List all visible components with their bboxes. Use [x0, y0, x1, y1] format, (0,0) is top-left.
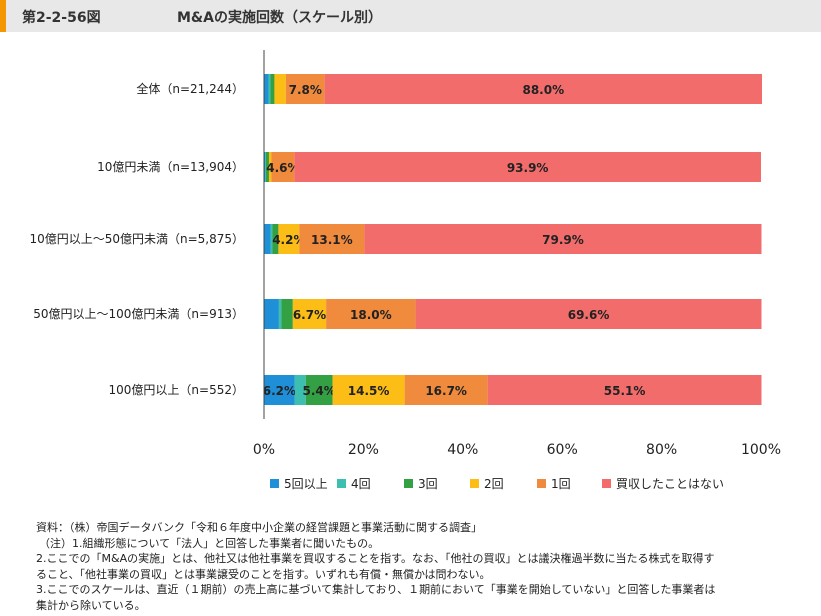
- bar-segment: [332, 375, 405, 405]
- note-line: 集計から除いている。: [36, 598, 146, 612]
- data-label: 6.2%: [263, 384, 296, 398]
- bar-segment: [270, 74, 275, 104]
- legend-label: 4回: [351, 477, 371, 491]
- data-label: 4.6%: [266, 161, 299, 175]
- bar-segment: [294, 152, 761, 182]
- x-tick-label: 100%: [741, 442, 781, 458]
- x-tick-label: 80%: [646, 442, 677, 458]
- bar-segment: [326, 299, 416, 329]
- legend-swatch: [270, 479, 279, 488]
- category-label: 100億円以上（n=552）: [109, 383, 244, 397]
- bar-segment: [292, 299, 327, 329]
- data-label: 93.9%: [507, 161, 549, 175]
- category-label: 全体（n=21,244）: [136, 81, 244, 96]
- bar-segment: [404, 375, 488, 405]
- data-label: 55.1%: [604, 384, 646, 398]
- legend-swatch: [470, 479, 479, 488]
- bar-segment: [305, 375, 333, 405]
- bar-segment: [264, 299, 279, 329]
- data-label: 13.1%: [311, 233, 353, 247]
- bar-segment: [487, 375, 762, 405]
- category-label: 10億円以上～50億円未満（n=5,875）: [29, 232, 244, 246]
- stacked-bar-chart: 全体（n=21,244） 7.8% 88.0% 10億円未満（n=13,904） 4.6…: [29, 50, 781, 491]
- note-line: ること、「他社事業の買収」とは事業譲受のことを指す。いずれも有償・無償かは問わな…: [36, 567, 491, 581]
- header-accent-bar: [0, 0, 6, 32]
- data-label: 4.2%: [272, 233, 305, 247]
- x-tick-label: 40%: [447, 442, 478, 458]
- bar-segment: [268, 152, 272, 182]
- data-label: 88.0%: [522, 83, 564, 97]
- legend-label: 5回以上: [284, 477, 328, 491]
- bar-segment: [278, 299, 282, 329]
- data-label: 6.7%: [293, 308, 326, 322]
- bar-segment: [299, 224, 365, 254]
- bar-segment: [268, 74, 271, 104]
- note-line: 資料：（株）帝国データバンク「令和６年度中小企業の経営課題と事業活動に関する調査…: [36, 521, 483, 534]
- data-label: 79.9%: [542, 233, 584, 247]
- legend-swatch: [337, 479, 346, 488]
- chart-area: 全体（n=21,244） 7.8% 88.0% 10億円未満（n=13,904） 4.6…: [0, 32, 821, 512]
- bar-segment: [264, 74, 269, 104]
- data-label: 69.6%: [568, 308, 610, 322]
- x-tick-label: 0%: [253, 442, 275, 458]
- legend-swatch: [537, 479, 546, 488]
- bar-segment: [281, 299, 293, 329]
- bar-segment: [264, 152, 266, 182]
- bar-segment: [264, 375, 295, 405]
- x-tick-label: 20%: [348, 442, 379, 458]
- category-label: 50億円以上～100億円未満（n=913）: [33, 307, 244, 321]
- data-label: 14.5%: [348, 384, 390, 398]
- bar-segment: [270, 224, 273, 254]
- legend-label: 買収したことはない: [616, 477, 724, 491]
- source-notes: 資料：（株）帝国データバンク「令和６年度中小企業の経営課題と事業活動に関する調査…: [36, 520, 806, 613]
- bar-segment: [324, 74, 762, 104]
- data-label: 7.8%: [289, 83, 322, 97]
- legend-label: 3回: [418, 477, 438, 491]
- bar-segment: [364, 224, 762, 254]
- note-line: 2.ここでの「M&Aの実施」とは、他社又は他社事業を買収することを指す。なお、「…: [36, 552, 715, 565]
- figure-title: M&Aの実施回数（スケール別）: [177, 10, 382, 26]
- bar-segment: [265, 152, 269, 182]
- legend-swatch: [404, 479, 413, 488]
- data-label: 16.7%: [425, 384, 467, 398]
- note-line: （注）1.組織形態について「法人」と回答した事業者に聞いたもの。: [39, 536, 380, 550]
- legend-label: 1回: [551, 477, 571, 491]
- figure-header: 第2-2-56図 M&Aの実施回数（スケール別）: [0, 0, 821, 32]
- bar-segment: [285, 74, 325, 104]
- bar-segment: [274, 74, 286, 104]
- bar-segment: [272, 224, 279, 254]
- data-label: 18.0%: [350, 308, 392, 322]
- note-line: 3.ここでのスケールは、直近（１期前）の売上高に基づいて集計しており、１期前にお…: [36, 583, 716, 596]
- legend-swatch: [602, 479, 611, 488]
- bar-segment: [415, 299, 762, 329]
- bar-segment: [278, 224, 300, 254]
- x-tick-label: 60%: [547, 442, 578, 458]
- bar-segment: [294, 375, 306, 405]
- bar-segment: [264, 224, 271, 254]
- figure-number: 第2-2-56図: [22, 10, 101, 26]
- legend-label: 2回: [484, 477, 504, 491]
- data-label: 5.4%: [303, 384, 336, 398]
- bar-segment: [271, 152, 295, 182]
- category-label: 10億円未満（n=13,904）: [97, 160, 244, 174]
